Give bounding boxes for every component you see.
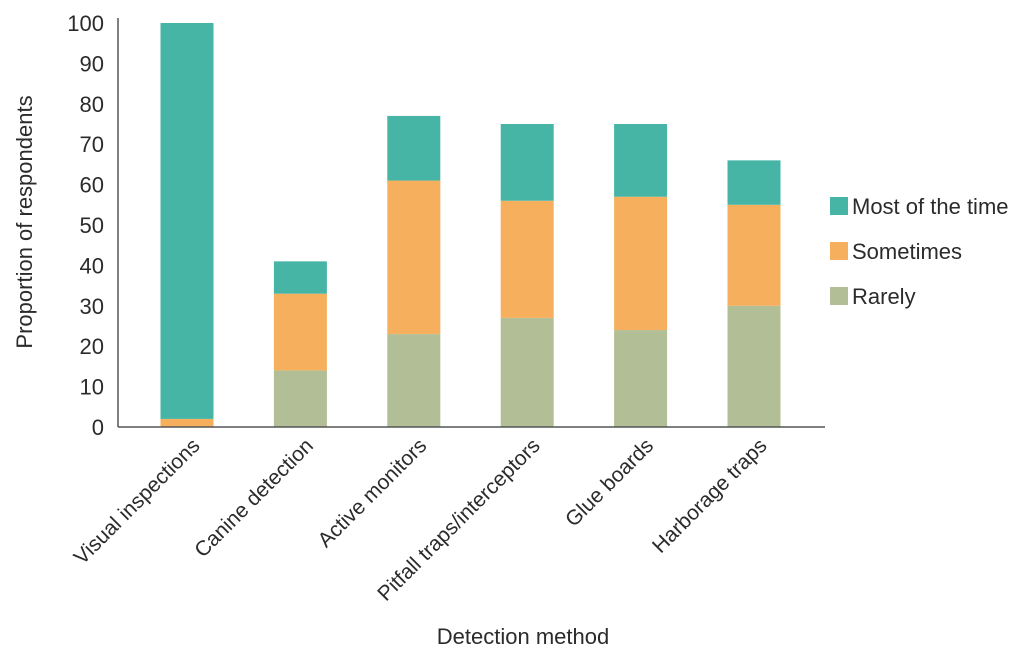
x-category-label: Harborage traps [648,434,772,558]
bars-layer [160,23,781,427]
bar-segment [160,23,214,419]
legend: Most of the time Sometimes Rarely [830,194,1009,309]
x-category-label: Glue boards [561,434,658,531]
y-tick-label: 100 [67,11,104,36]
y-tick-label: 10 [80,375,104,400]
bar-segment [500,200,554,318]
y-tick-label: 40 [80,253,104,278]
bar-segment [727,305,781,427]
y-axis-title: Proportion of respondents [12,95,37,348]
y-axis-ticks: 0 10 20 30 40 50 60 70 80 90 100 [67,11,104,440]
bar-segment [273,293,327,371]
legend-label: Rarely [852,284,916,309]
y-tick-label: 60 [80,173,104,198]
bar-segment [727,204,781,306]
bar-segment [273,370,327,427]
y-tick-label: 70 [80,132,104,157]
bar-segment [387,115,441,181]
legend-swatch [830,197,848,215]
bar-segment [614,330,668,427]
bar-segment [500,317,554,427]
y-tick-label: 50 [80,213,104,238]
y-tick-label: 20 [80,334,104,359]
bar-segment [387,180,441,335]
x-category-label: Visual inspections [70,434,205,569]
bar-segment [614,124,668,197]
bar-segment [160,418,214,427]
y-tick-label: 30 [80,294,104,319]
x-category-label: Canine detection [190,434,318,562]
bar-segment [273,261,327,294]
bar-segment [387,334,441,427]
bar-segment [500,124,554,201]
legend-swatch [830,242,848,260]
legend-label: Sometimes [852,239,962,264]
y-tick-label: 80 [80,92,104,117]
y-tick-label: 0 [92,415,104,440]
x-category-label: Active monitors [314,434,432,552]
bar-segment [727,160,781,205]
legend-label: Most of the time [852,194,1009,219]
x-axis-title: Detection method [437,624,609,649]
y-tick-label: 90 [80,51,104,76]
bar-segment [614,196,668,331]
legend-swatch [830,287,848,305]
